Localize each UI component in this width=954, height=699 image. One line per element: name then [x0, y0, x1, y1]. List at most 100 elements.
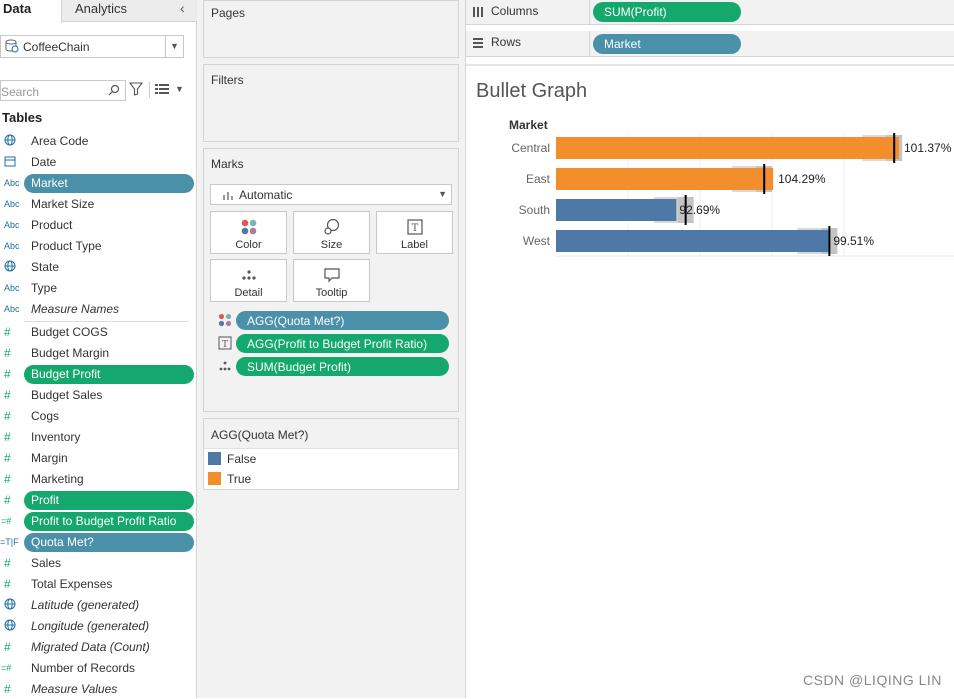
field-product-type[interactable]: Abc Product Type	[0, 236, 194, 256]
field-label: Marketing	[31, 472, 84, 486]
detail-button[interactable]: Detail	[210, 259, 287, 302]
pages-card[interactable]: Pages	[203, 0, 459, 58]
columns-pill-label: SUM(Profit)	[604, 5, 667, 19]
rows-label: Rows	[491, 35, 522, 49]
svg-text:T: T	[222, 340, 228, 350]
columns-pill[interactable]: SUM(Profit)	[593, 2, 741, 22]
mark-pill-label: AGG(Quota Met?)	[247, 314, 345, 328]
field-cogs[interactable]: # Cogs	[0, 406, 194, 426]
chart-svg	[556, 132, 954, 257]
text-label-icon: T	[407, 219, 423, 235]
shelves-pane: Pages Filters Marks Automatic ▼ Color Si…	[197, 0, 466, 698]
field-label: Inventory	[31, 430, 81, 444]
marks-title: Marks	[211, 157, 244, 171]
size-button[interactable]: Size	[293, 211, 370, 254]
field-longitude-generated[interactable]: Longitude (generated)	[0, 616, 194, 636]
tab-analytics[interactable]: Analytics	[75, 1, 128, 16]
marks-card: Marks Automatic ▼ Color Size T	[203, 148, 459, 412]
field-label: Margin	[31, 451, 68, 465]
datasource-dropdown[interactable]: CoffeeChain ▼	[0, 35, 184, 58]
view-area: Columns SUM(Profit) Rows Market Bullet G…	[466, 0, 954, 698]
field-marketing[interactable]: # Marketing	[0, 469, 194, 489]
columns-icon	[473, 7, 483, 17]
field-latitude-generated[interactable]: Latitude (generated)	[0, 595, 194, 615]
field-migrated-data-count[interactable]: # Migrated Data (Count)	[0, 637, 194, 657]
calculated-number-icon: =#	[1, 663, 12, 673]
chevron-down-icon[interactable]: ▼	[165, 36, 183, 57]
tooltip-label: Tooltip	[315, 287, 348, 299]
mark-pill-label: AGG(Profit to Budget Profit Ratio)	[247, 337, 428, 351]
mark-type-dropdown[interactable]: Automatic ▼	[210, 184, 452, 205]
datasource-name: CoffeeChain	[23, 40, 90, 54]
field-state[interactable]: State	[0, 257, 194, 277]
field-budget-sales[interactable]: # Budget Sales	[0, 385, 194, 405]
row-label-central: Central	[511, 141, 550, 155]
bar-east[interactable]	[556, 168, 774, 190]
field-budget-profit[interactable]: # Budget Profit	[0, 364, 194, 384]
field-total-expenses[interactable]: # Total Expenses	[0, 574, 194, 594]
filter-icon[interactable]	[129, 82, 143, 96]
string-icon: Abc	[4, 178, 20, 188]
field-date[interactable]: Date	[0, 152, 194, 172]
field-label: Profit to Budget Profit Ratio	[31, 514, 177, 528]
field-sales[interactable]: # Sales	[0, 553, 194, 573]
data-pane: Data Analytics ‹ CoffeeChain ▼ Search ▼ …	[0, 0, 197, 698]
field-area-code[interactable]: Area Code	[0, 131, 194, 151]
field-profit-to-budget-profit-ratio[interactable]: =# Profit to Budget Profit Ratio	[0, 511, 194, 531]
bar-west[interactable]	[556, 230, 829, 252]
field-product[interactable]: Abc Product	[0, 215, 194, 235]
tooltip-button[interactable]: Tooltip	[293, 259, 370, 302]
bar-south[interactable]	[556, 199, 677, 221]
field-label: Market	[31, 176, 68, 190]
mark-pill-detail[interactable]: SUM(Budget Profit)	[236, 357, 449, 376]
number-icon: #	[4, 682, 11, 696]
field-quota-met[interactable]: =T|F Quota Met?	[0, 532, 194, 552]
field-margin[interactable]: # Margin	[0, 448, 194, 468]
rows-pill-label: Market	[604, 37, 641, 51]
color-label: Color	[235, 239, 262, 251]
mark-pill-label[interactable]: AGG(Profit to Budget Profit Ratio)	[236, 334, 449, 353]
field-label: Type	[31, 281, 58, 295]
field-market-size[interactable]: Abc Market Size	[0, 194, 194, 214]
chevron-down-icon[interactable]: ▼	[175, 84, 184, 94]
field-number-of-records[interactable]: =# Number of Records	[0, 658, 194, 678]
field-label: Budget Sales	[31, 388, 103, 402]
string-icon: Abc	[4, 304, 20, 314]
field-label: Sales	[31, 556, 62, 570]
legend-swatch	[208, 472, 221, 485]
string-icon: Abc	[4, 283, 20, 293]
field-market[interactable]: Abc Market	[0, 173, 194, 193]
field-measure-names[interactable]: Abc Measure Names	[0, 299, 194, 319]
search-input[interactable]: Search	[0, 80, 126, 101]
filters-card[interactable]: Filters	[203, 64, 459, 142]
color-legend[interactable]: AGG(Quota Met?) False True	[203, 418, 459, 490]
label-button[interactable]: T Label	[376, 211, 453, 254]
field-measure-values[interactable]: # Measure Values	[0, 679, 194, 699]
tab-data[interactable]: Data	[0, 0, 62, 23]
rows-pill[interactable]: Market	[593, 34, 741, 54]
field-budget-margin[interactable]: # Budget Margin	[0, 343, 194, 363]
collapse-pane-icon[interactable]: ‹	[180, 0, 185, 16]
field-inventory[interactable]: # Inventory	[0, 427, 194, 447]
columns-shelf[interactable]: Columns SUM(Profit)	[466, 0, 954, 25]
legend-swatch	[208, 452, 221, 465]
rows-icon	[473, 38, 483, 48]
field-label: Product	[31, 218, 73, 232]
number-icon: #	[4, 640, 11, 654]
field-pill-background	[24, 174, 194, 193]
legend-label: False	[227, 452, 257, 466]
detail-encoding-icon	[219, 361, 231, 371]
number-icon: #	[4, 367, 11, 381]
field-budget-cogs[interactable]: # Budget COGS	[0, 322, 194, 342]
field-type[interactable]: Abc Type	[0, 278, 194, 298]
tables-heading: Tables	[2, 110, 43, 125]
rows-shelf[interactable]: Rows Market	[466, 31, 954, 57]
bar-central[interactable]	[556, 137, 899, 159]
view-options-icon[interactable]	[155, 83, 169, 95]
datasource-icon	[5, 39, 19, 53]
number-icon: #	[4, 556, 11, 570]
mark-pill-color[interactable]: AGG(Quota Met?)	[236, 311, 449, 330]
data-label-west: 99.51%	[833, 234, 875, 248]
color-button[interactable]: Color	[210, 211, 287, 254]
field-profit[interactable]: # Profit	[0, 490, 194, 510]
